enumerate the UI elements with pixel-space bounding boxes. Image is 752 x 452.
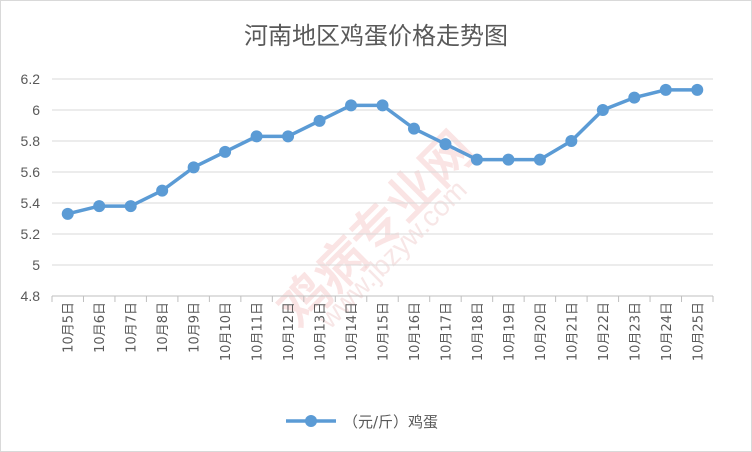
x-tick-label: 10月21日 <box>565 302 580 361</box>
data-point <box>124 200 137 213</box>
data-point <box>659 83 672 96</box>
x-tick-label: 10月9日 <box>188 302 203 353</box>
data-point <box>313 114 326 127</box>
legend-marker <box>305 415 317 427</box>
series-egg <box>61 83 704 220</box>
x-tick-label: 10月17日 <box>439 302 454 361</box>
x-tick-label: 10月12日 <box>282 302 297 361</box>
legend-label: （元/斤）鸡蛋 <box>343 413 438 431</box>
x-tick-label: 10月16日 <box>408 302 423 361</box>
x-tick-label: 10月6日 <box>93 302 108 353</box>
data-point <box>470 153 483 166</box>
y-tick-label: 6 <box>32 102 40 118</box>
x-tick-label: 10月5日 <box>62 302 77 353</box>
data-point <box>187 161 200 174</box>
x-tick-label: 10月22日 <box>597 302 612 361</box>
data-point <box>628 91 641 104</box>
data-point <box>250 130 263 143</box>
x-tick-label: 10月8日 <box>156 302 171 353</box>
data-point <box>439 138 452 151</box>
x-tick-label: 10月20日 <box>534 302 549 361</box>
data-point <box>376 99 389 112</box>
data-point <box>345 99 358 112</box>
y-axis-tick-labels: 4.8 5 5.2 5.4 5.6 5.8 6 6.2 <box>21 71 41 304</box>
x-tick-label: 10月11日 <box>251 302 266 361</box>
x-tick-label: 10月14日 <box>345 302 360 361</box>
legend: （元/斤）鸡蛋 <box>286 413 438 431</box>
x-axis <box>51 295 714 302</box>
y-tick-label: 5.2 <box>21 226 41 242</box>
data-point <box>502 153 515 166</box>
x-tick-label: 10月18日 <box>471 302 486 361</box>
y-tick-label: 5 <box>32 257 40 273</box>
data-point <box>691 83 704 96</box>
x-tick-label: 10月10日 <box>219 302 234 361</box>
data-point <box>156 184 169 197</box>
data-point <box>282 130 295 143</box>
data-point <box>565 135 578 147</box>
y-tick-label: 4.8 <box>21 288 41 304</box>
y-tick-label: 5.4 <box>21 195 41 211</box>
x-tick-label: 10月24日 <box>660 302 675 361</box>
x-tick-label: 10月23日 <box>628 302 643 361</box>
x-tick-label: 10月19日 <box>502 302 517 361</box>
x-axis-tick-labels: 10月5日 10月6日 10月7日 10月8日 10月9日 10月10日 10月11日 10月… <box>62 302 707 361</box>
y-tick-label: 5.8 <box>21 133 41 149</box>
y-tick-label: 6.2 <box>21 71 41 87</box>
x-tick-label: 10月13日 <box>314 302 329 361</box>
chart-title: 河南地区鸡蛋价格走势图 <box>244 22 508 50</box>
data-point <box>596 104 609 116</box>
x-tick-label: 10月7日 <box>125 302 140 353</box>
data-point <box>61 207 74 220</box>
data-point <box>93 200 106 213</box>
x-tick-label: 10月15日 <box>377 302 392 361</box>
data-point <box>533 153 546 166</box>
x-tick-label: 10月25日 <box>691 302 706 361</box>
data-point <box>407 122 420 135</box>
y-tick-label: 5.6 <box>21 164 41 180</box>
data-point <box>219 145 232 158</box>
